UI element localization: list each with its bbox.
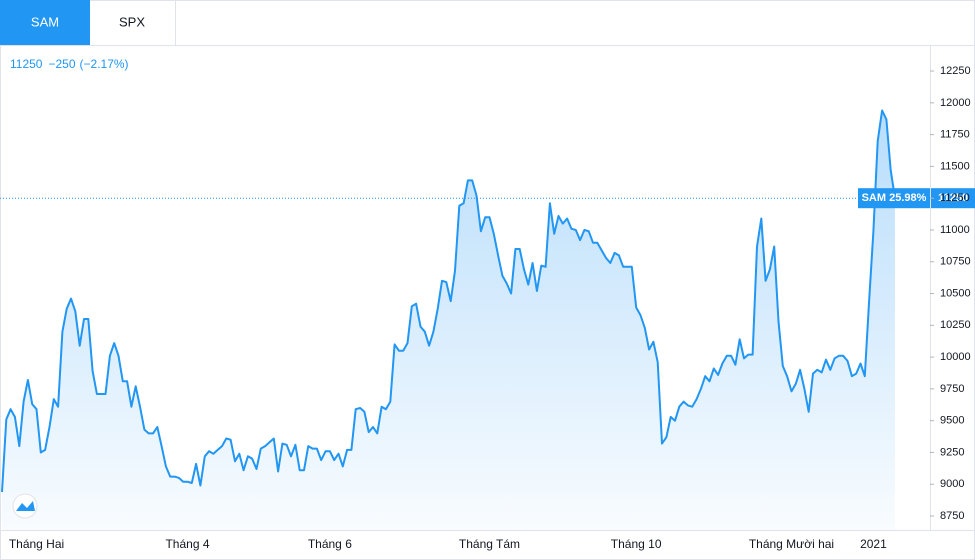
y-tick-label: 11000	[940, 224, 970, 236]
y-tick-label: 10750	[940, 256, 971, 268]
y-tick-label: 10250	[940, 319, 971, 331]
header: 11250 −250 (−2.17%)	[10, 57, 129, 71]
x-tick-label: Tháng Tám	[459, 537, 520, 551]
x-tick-label: Tháng Mười hai	[749, 537, 834, 551]
tab-label[interactable]: SAM	[31, 14, 59, 29]
change: −250	[48, 57, 75, 71]
x-tick-label: Tháng 10	[611, 537, 662, 551]
y-tick-label: 12000	[940, 97, 971, 109]
y-tick-label: 9250	[940, 446, 964, 458]
area	[2, 110, 895, 530]
badge	[858, 188, 930, 209]
x-tick-label: Tháng 6	[308, 537, 352, 551]
change-pct: (−2.17%)	[80, 57, 129, 71]
plot: SAM 25.98% 11250	[0, 109, 975, 530]
y-tick-label: 11250	[940, 192, 970, 204]
y-tick-label: 8750	[940, 510, 964, 522]
y-tick-label: 10500	[940, 287, 971, 299]
line	[1, 109, 896, 492]
y-tick-label: 9750	[940, 383, 964, 395]
y-tick-label: 9000	[940, 478, 964, 490]
y-tick-label: 10000	[940, 351, 971, 363]
logo[interactable]	[12, 493, 38, 519]
y-tick-label: 9500	[940, 415, 964, 427]
price-badge-label: 11250	[938, 192, 968, 204]
x-tick-label: Tháng Hai	[9, 537, 64, 551]
tab-label[interactable]: SPX	[119, 14, 145, 29]
last-price: 11250	[10, 57, 43, 71]
y-tick-label: 11500	[940, 160, 970, 172]
price-badge	[931, 188, 975, 209]
badge-label: SAM 25.98%	[862, 192, 927, 204]
x-tick-label: Tháng 4	[165, 537, 209, 551]
x-tick-label: 2021	[860, 537, 887, 551]
y-tick-label: 11750	[940, 129, 970, 141]
tab-active[interactable]	[0, 0, 90, 45]
y-tick-label: 12250	[940, 65, 971, 77]
